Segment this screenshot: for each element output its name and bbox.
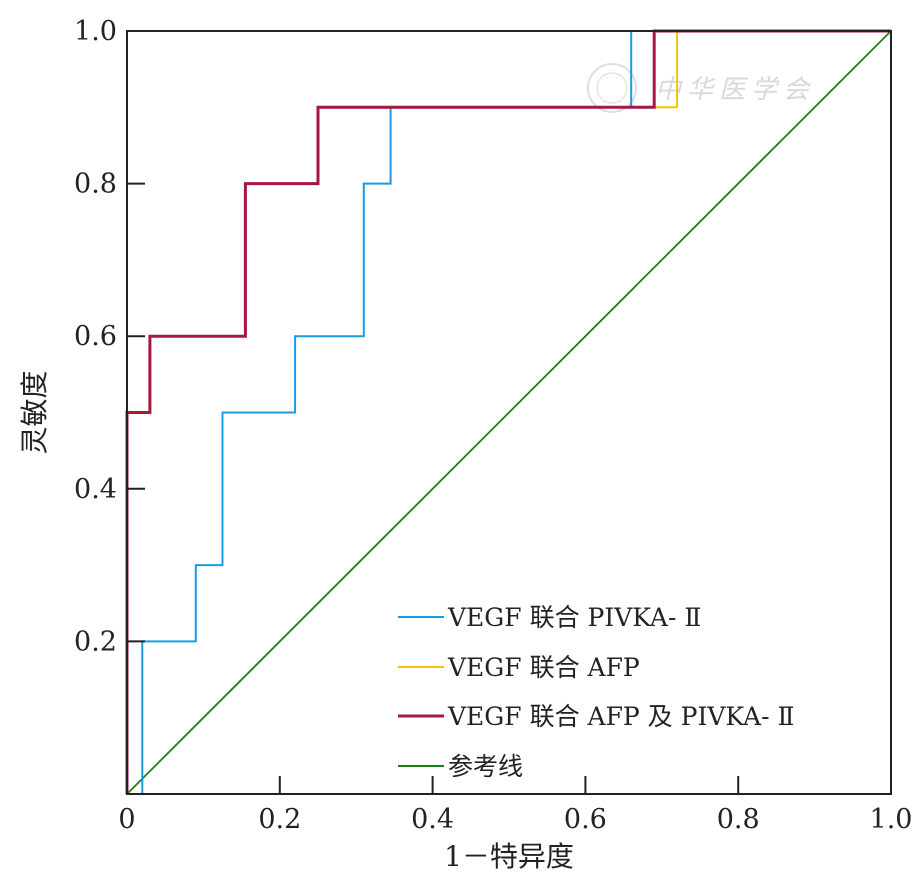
watermark-seal-icon [587,63,637,113]
legend-item-2: VEGF 联合 AFP 及 PIVKA- Ⅱ [398,702,795,731]
legend-item-3: 参考线 [398,752,523,781]
x-tick-label: 0 [118,804,135,835]
x-tick-label: 0.4 [411,804,454,835]
y-tick-label: 0.4 [74,474,117,505]
legend-label: 参考线 [448,752,523,781]
y-tick-label: 0.8 [74,169,117,200]
watermark-text: 中华医学会 [655,75,815,105]
legend-label: VEGF 联合 PIVKA- Ⅱ [447,603,701,632]
series-overlay [126,30,891,794]
legend-label: VEGF 联合 AFP [447,653,640,682]
series-layer [125,29,892,795]
y-tick-label: 0.2 [74,626,117,657]
series-line-3 [126,30,892,795]
x-tick-label: 0.2 [258,804,301,835]
y-tick-label: 0.6 [74,321,117,352]
legend: VEGF 联合 PIVKA- Ⅱ VEGF 联合 AFP VEGF 联合 AFP 及… [398,603,795,781]
legend-item-0: VEGF 联合 PIVKA- Ⅱ [398,603,701,632]
x-tick-label: 0.8 [717,804,760,835]
plot-frame [126,30,892,795]
y-tick-label: 1.0 [74,16,117,47]
legend-label: VEGF 联合 AFP 及 PIVKA- Ⅱ [447,702,795,731]
ticks-layer: 0 0.2 0.4 0.6 0.8 1.0 0.2 0.4 0.6 0.8 1.0 [74,16,912,835]
watermark-seal-inner [596,72,628,104]
x-axis-label: 1－特异度 [444,840,574,873]
x-tick-label: 1.0 [870,804,913,835]
watermark-logo: 中华医学会 [587,63,815,113]
x-tick-label: 0.6 [564,804,607,835]
legend-item-1: VEGF 联合 AFP [398,653,640,682]
y-axis-label: 灵敏度 [18,370,51,454]
